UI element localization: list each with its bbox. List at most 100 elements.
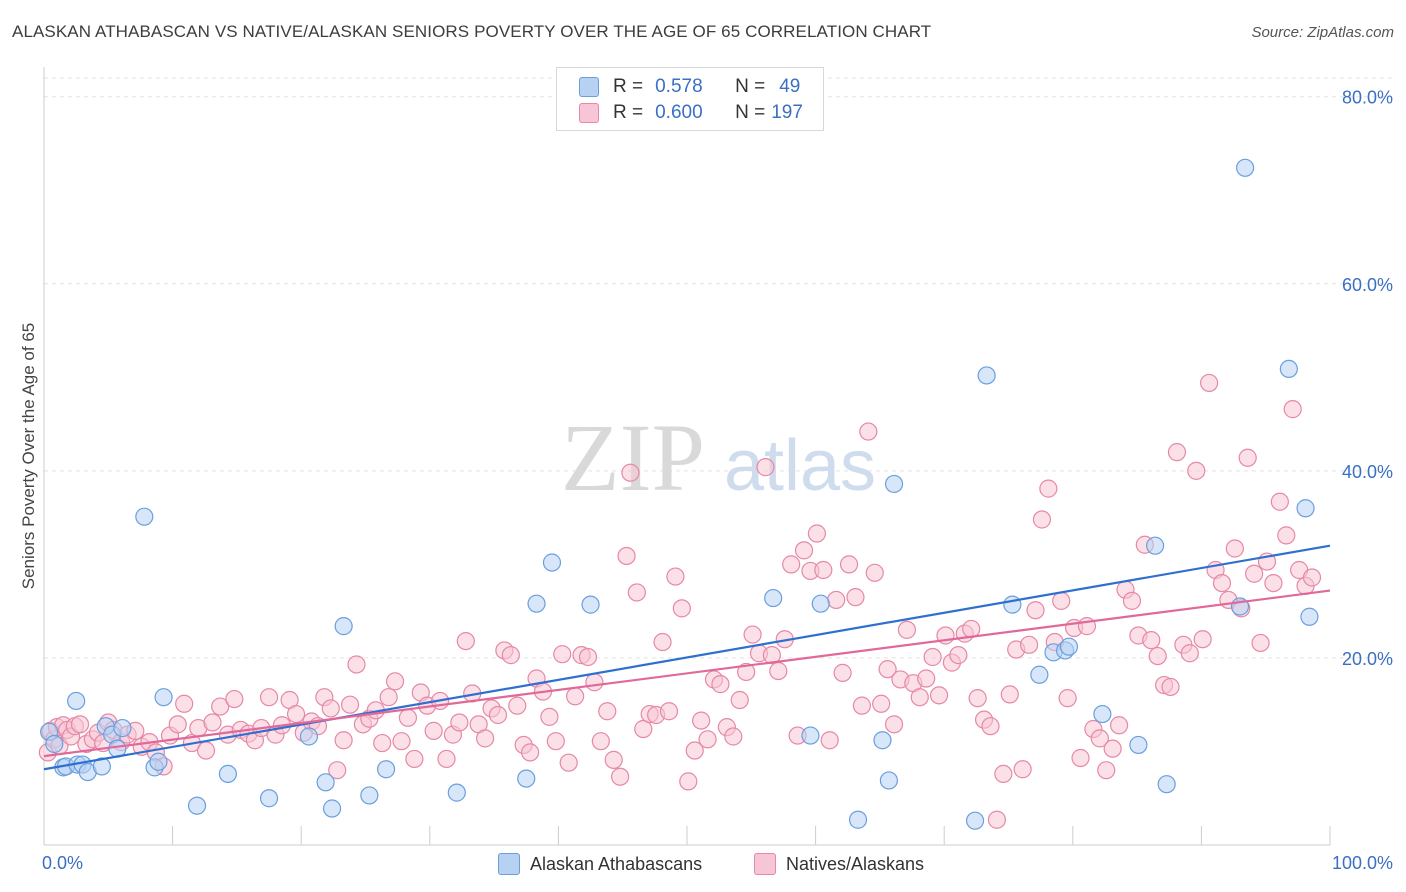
point-native	[488, 705, 508, 725]
tick-labels: 20.0% 40.0% 60.0% 80.0% 0.0% 100.0%	[42, 88, 1393, 873]
point-native	[949, 646, 968, 665]
point-native	[566, 687, 585, 706]
r-label: R =	[613, 76, 644, 97]
point-native	[897, 620, 917, 639]
point-native	[373, 733, 392, 753]
legend-label: Natives/Alaskans	[786, 853, 925, 874]
point-native	[621, 463, 640, 482]
point-native	[1225, 539, 1244, 558]
trend-line-native	[43, 589, 1331, 758]
point-native	[321, 699, 340, 718]
point-native	[546, 732, 565, 751]
point-athabascan	[92, 757, 111, 776]
y-tick-label: 40.0%	[1342, 462, 1393, 482]
point-athabascan	[517, 769, 536, 788]
point-native	[917, 669, 936, 688]
point-native	[392, 732, 411, 751]
point-native	[1103, 739, 1122, 758]
point-native	[878, 660, 897, 679]
point-native	[540, 707, 559, 726]
point-native	[328, 761, 347, 780]
point-athabascan	[113, 718, 132, 738]
point-native	[833, 663, 852, 682]
point-athabascan	[1296, 499, 1315, 518]
point-native	[559, 753, 578, 772]
point-native	[385, 672, 405, 691]
point-native	[994, 764, 1013, 784]
point-native	[1026, 601, 1045, 620]
point-native	[1071, 748, 1090, 768]
point-native	[1142, 631, 1161, 650]
point-native	[578, 647, 598, 667]
point-native	[1193, 630, 1212, 649]
point-athabascan	[879, 771, 899, 790]
point-native	[1283, 400, 1302, 419]
point-native	[259, 688, 279, 707]
watermark-zip: ZIP	[561, 404, 705, 511]
point-native	[679, 772, 698, 791]
legend-swatch-blue	[579, 77, 599, 97]
point-native	[347, 655, 366, 674]
point-native	[1277, 526, 1296, 545]
point-native	[827, 590, 846, 610]
point-native	[968, 689, 987, 708]
point-native	[769, 661, 788, 681]
point-native	[501, 646, 520, 665]
point-athabascan	[1300, 607, 1319, 626]
point-native	[340, 695, 360, 714]
legend-swatch-blue	[498, 853, 520, 875]
point-native	[981, 717, 1000, 736]
point-native	[225, 689, 244, 709]
point-native	[698, 730, 717, 749]
point-native	[1270, 492, 1289, 511]
point-native	[1264, 573, 1283, 593]
point-native	[782, 555, 801, 574]
point-athabascan	[334, 617, 353, 636]
n-label: N =	[735, 102, 766, 123]
point-native	[1109, 716, 1129, 735]
point-athabascan	[67, 691, 86, 711]
series-alaskan-athabascans	[40, 158, 1319, 830]
n-value: 197	[771, 102, 803, 123]
point-athabascan	[1236, 158, 1255, 177]
point-athabascan	[1093, 704, 1112, 724]
point-native	[846, 588, 865, 607]
point-athabascan	[376, 760, 396, 779]
chart-title: ALASKAN ATHABASCAN VS NATIVE/ALASKAN SEN…	[12, 22, 932, 41]
point-native	[962, 619, 981, 639]
point-native	[286, 704, 306, 724]
point-athabascan	[965, 811, 985, 830]
r-label: R =	[613, 102, 644, 123]
point-native	[203, 713, 222, 732]
n-value: 49	[779, 76, 801, 97]
x-tick-label: 0.0%	[42, 853, 83, 873]
point-native	[730, 690, 749, 710]
point-athabascan	[218, 764, 237, 784]
point-athabascan	[45, 734, 64, 754]
point-athabascan	[322, 799, 342, 818]
point-native	[627, 583, 646, 602]
point-athabascan	[1146, 536, 1165, 555]
point-athabascan	[811, 594, 830, 613]
point-native	[910, 688, 929, 707]
point-athabascan	[1030, 665, 1049, 684]
y-tick-label: 60.0%	[1342, 275, 1393, 295]
point-native	[865, 563, 884, 582]
point-athabascan	[259, 789, 279, 808]
point-native	[737, 662, 756, 682]
point-native	[659, 702, 679, 721]
point-native	[1032, 510, 1052, 529]
point-native	[1148, 646, 1167, 666]
point-athabascan	[299, 727, 319, 746]
point-athabascan	[1059, 637, 1079, 656]
source-label: Source: ZipAtlas.com	[1251, 24, 1394, 41]
point-native	[814, 560, 833, 580]
point-athabascan	[873, 731, 892, 750]
point-native	[1238, 448, 1257, 467]
r-value: 0.600	[655, 102, 703, 123]
correlation-legend: R = 0.578 N = 49 R = 0.600 N = 197	[556, 67, 824, 131]
point-native	[508, 696, 527, 715]
point-native	[604, 750, 623, 769]
point-athabascan	[447, 783, 466, 802]
point-native	[1097, 761, 1116, 780]
